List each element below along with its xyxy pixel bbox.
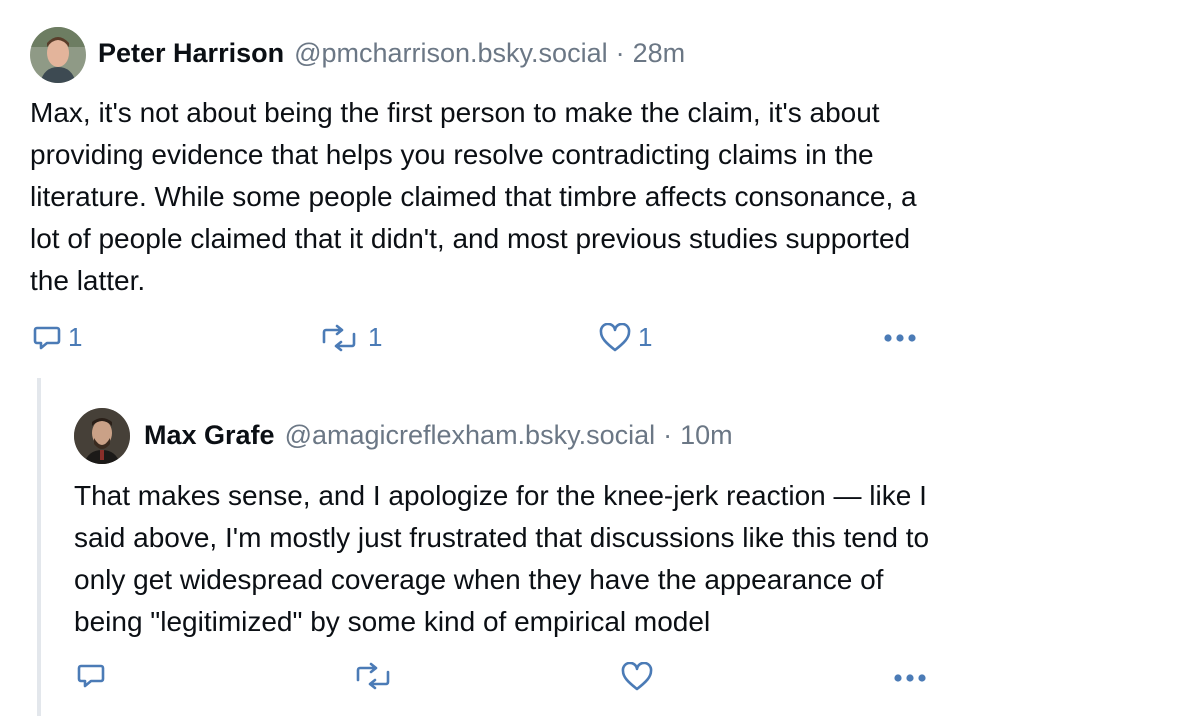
post-text-line: only get widespread coverage when they h…: [74, 564, 884, 595]
author-handle[interactable]: @amagicreflexham.bsky.social: [284, 420, 656, 450]
post-text: That makes sense, and I apologize for th…: [74, 475, 1174, 643]
separator: ·: [663, 420, 673, 450]
repost-icon: [322, 324, 356, 351]
thread-line: [37, 378, 41, 716]
more-icon: [884, 334, 916, 342]
post-peter-harrison[interactable]: Peter Harrison @pmcharrison.bsky.social …: [0, 0, 1196, 370]
repost-button[interactable]: [352, 662, 396, 690]
post-text-line: That makes sense, and I apologize for th…: [74, 480, 927, 511]
reply-icon: [77, 664, 105, 688]
like-button[interactable]: 1: [598, 322, 652, 353]
author-handle[interactable]: @pmcharrison.bsky.social: [294, 38, 608, 68]
post-header: Max Grafe @amagicreflexham.bsky.social ·…: [144, 420, 733, 451]
post-text: Max, it's not about being the first pers…: [30, 92, 1170, 302]
author-name[interactable]: Max Grafe: [144, 420, 275, 450]
like-count: 1: [638, 322, 653, 352]
post-text-line: said above, I'm mostly just frustrated t…: [74, 522, 930, 553]
post-text-line: Max, it's not about being the first pers…: [30, 97, 880, 128]
post-actions: 1 1 1: [0, 322, 1196, 362]
like-button[interactable]: [620, 662, 654, 692]
separator: ·: [615, 38, 625, 68]
post-text-line: being "legitimized" by some kind of empi…: [74, 606, 711, 637]
more-button[interactable]: [890, 662, 930, 690]
more-button[interactable]: [880, 322, 920, 350]
avatar-photo: [30, 27, 86, 83]
post-actions: [0, 662, 1196, 702]
post-header: Peter Harrison @pmcharrison.bsky.social …: [98, 38, 685, 69]
more-icon: [894, 674, 926, 682]
heart-icon: [621, 662, 653, 691]
post-text-line: providing evidence that helps you resolv…: [30, 139, 874, 170]
repost-button[interactable]: 1: [318, 322, 382, 353]
post-time[interactable]: 10m: [680, 420, 733, 450]
reply-count: 1: [68, 322, 83, 352]
post-max-grafe[interactable]: Max Grafe @amagicreflexham.bsky.social ·…: [0, 370, 1196, 716]
reply-button[interactable]: 1: [32, 322, 82, 353]
post-text-line: literature. While some people claimed th…: [30, 181, 917, 212]
author-name[interactable]: Peter Harrison: [98, 38, 285, 68]
post-time[interactable]: 28m: [632, 38, 686, 68]
reply-icon: [33, 326, 61, 349]
repost-icon: [356, 662, 390, 690]
avatar-photo: [74, 408, 130, 464]
post-text-line: the latter.: [30, 265, 146, 296]
avatar[interactable]: [30, 27, 86, 83]
reply-button[interactable]: [76, 662, 106, 690]
avatar[interactable]: [74, 408, 130, 464]
heart-icon: [599, 322, 631, 351]
repost-count: 1: [368, 322, 383, 352]
post-text-line: lot of people claimed that it didn't, an…: [30, 223, 911, 254]
